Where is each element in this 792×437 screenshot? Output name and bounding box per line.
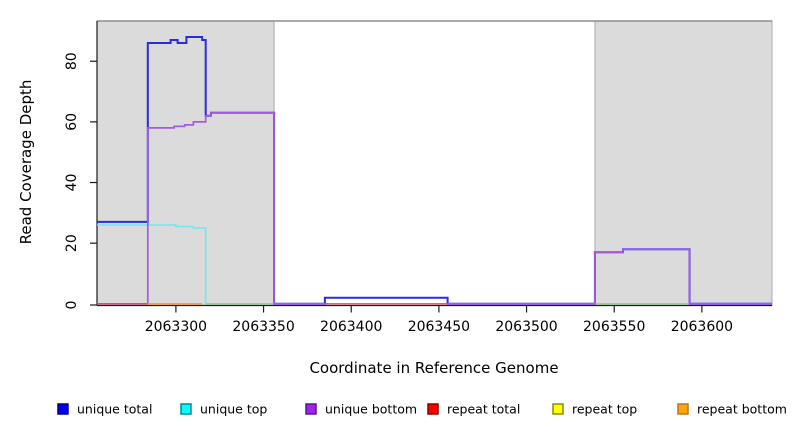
legend-swatch-unique-top bbox=[180, 403, 192, 415]
series-unique-bottom bbox=[97, 111, 325, 305]
x-tick-label: 2063400 bbox=[320, 319, 382, 335]
legend-label-unique-total: unique total bbox=[77, 402, 152, 417]
legend-label-unique-bottom: unique bottom bbox=[325, 402, 417, 417]
x-tick-label: 2063350 bbox=[232, 319, 294, 335]
legend-swatch-unique-total bbox=[57, 403, 69, 415]
shaded-region bbox=[96, 20, 275, 306]
series-unique-top bbox=[97, 224, 207, 304]
y-tick-label: 80 bbox=[64, 52, 80, 70]
legend: unique total unique top unique bottom repea… bbox=[57, 402, 787, 417]
x-tick-label: 2063300 bbox=[145, 319, 207, 335]
legend-label-unique-top: unique top bbox=[200, 402, 267, 417]
series-unique-bottom bbox=[447, 248, 772, 305]
x-axis-ticks: 2063300 2063350 2063400 2063450 2063500 20635… bbox=[145, 305, 733, 335]
y-tick-label: 40 bbox=[64, 174, 80, 192]
y-tick-label: 20 bbox=[64, 234, 80, 252]
legend-swatch-repeat-top bbox=[552, 403, 564, 415]
legend-label-repeat-top: repeat top bbox=[572, 402, 637, 417]
x-tick-label: 2063450 bbox=[408, 319, 470, 335]
x-axis-title: Coordinate in Reference Genome bbox=[309, 359, 558, 377]
y-axis-title: Read Coverage Depth bbox=[17, 80, 35, 245]
series-lines bbox=[97, 36, 772, 305]
legend-swatch-repeat-total bbox=[427, 403, 439, 415]
shaded-regions bbox=[96, 20, 773, 306]
shaded-region bbox=[594, 20, 773, 306]
x-tick-label: 2063600 bbox=[671, 319, 733, 335]
x-tick-label: 2063550 bbox=[583, 319, 645, 335]
x-tick-label: 2063500 bbox=[495, 319, 557, 335]
legend-swatch-unique-bottom bbox=[305, 403, 317, 415]
y-tick-label: 0 bbox=[64, 301, 80, 310]
legend-label-repeat-total: repeat total bbox=[447, 402, 520, 417]
legend-swatch-repeat-bottom bbox=[677, 403, 689, 415]
y-axis-ticks: 0 20 40 60 80 bbox=[64, 52, 97, 309]
legend-label-repeat-bottom: repeat bottom bbox=[697, 402, 787, 417]
y-tick-label: 60 bbox=[64, 113, 80, 131]
